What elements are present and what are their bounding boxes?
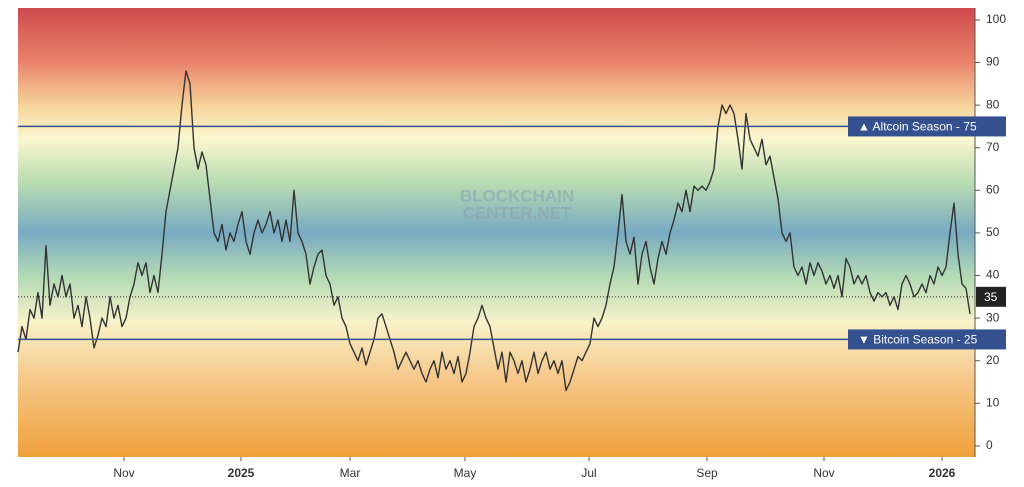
watermark: BLOCKCHAIN [460, 186, 574, 205]
y-tick-label: 60 [986, 182, 1000, 196]
current-value-box [976, 286, 1006, 307]
watermark: CENTER.NET [463, 203, 572, 222]
x-tick-label: Sep [696, 466, 718, 480]
x-tick-label: 2025 [228, 466, 255, 480]
y-tick-label: 90 [986, 55, 1000, 69]
y-tick-label: 40 [986, 268, 1000, 282]
x-tick-label: May [454, 466, 477, 480]
reference-label: ▼ Bitcoin Season - 25 [858, 333, 978, 347]
reference-label-box [848, 329, 1006, 350]
x-tick-label: Jul [581, 466, 596, 480]
current-value-label: 35 [984, 290, 998, 304]
y-tick-label: 50 [986, 225, 1000, 239]
y-tick-label: 70 [986, 140, 1000, 154]
x-tick-label: Mar [340, 466, 361, 480]
reference-label: ▲ Altcoin Season - 75 [858, 120, 977, 134]
plot-background [18, 8, 975, 457]
y-tick-label: 20 [986, 353, 1000, 367]
y-tick-label: 100 [986, 12, 1006, 26]
x-tick-label: Nov [113, 466, 134, 480]
x-tick-label: 2026 [929, 466, 956, 480]
y-tick-label: 30 [986, 310, 1000, 324]
x-tick-label: Nov [813, 466, 834, 480]
y-tick-label: 0 [986, 438, 993, 452]
y-tick-label: 10 [986, 395, 1000, 409]
series-line [17, 70, 971, 392]
y-tick-label: 80 [986, 97, 1000, 111]
reference-label-box [848, 116, 1006, 137]
